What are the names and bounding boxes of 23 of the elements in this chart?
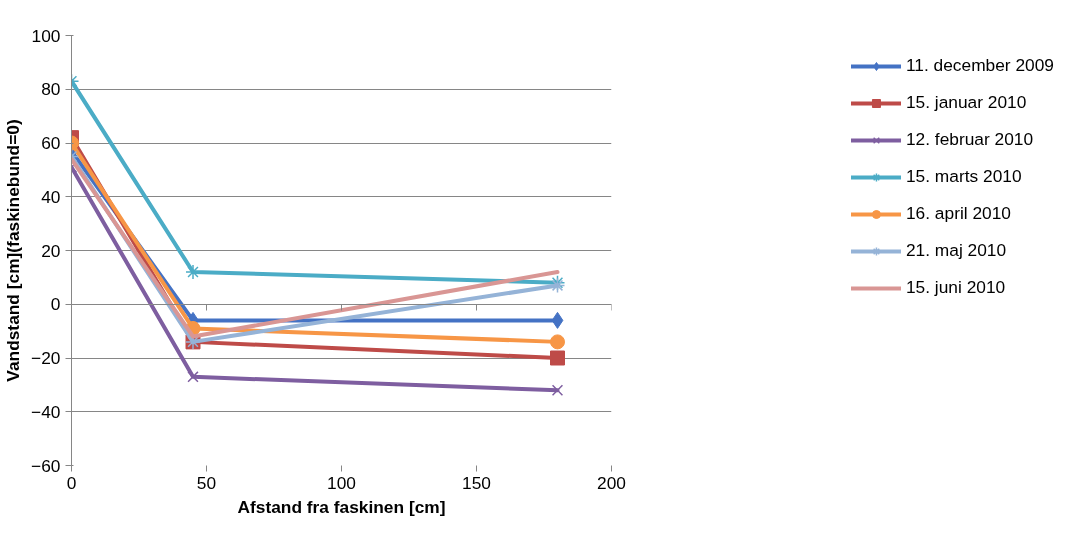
- y-tick-label: 60: [41, 133, 61, 153]
- y-tick-label: −60: [31, 455, 61, 476]
- x-tick-label: 200: [597, 472, 626, 493]
- y-tick-label: 40: [41, 186, 61, 207]
- y-tick-label: 20: [41, 240, 61, 261]
- legend-label: 15. marts 2010: [905, 166, 1022, 187]
- legend-label: 21. maj 2010: [905, 240, 1007, 261]
- legend-label: 16. april 2010: [905, 203, 1011, 224]
- legend-label: 15. juni 2010: [905, 277, 1006, 298]
- y-tick-label: −20: [31, 348, 61, 368]
- x-axis-title: Afstand fra faskinen [cm]: [237, 496, 446, 517]
- legend-label: 12. februar 2010: [905, 129, 1034, 150]
- x-tick-label: 150: [462, 472, 491, 493]
- y-tick-label: −40: [31, 401, 61, 422]
- x-tick-label: 0: [66, 472, 77, 493]
- legend-label: 15. januar 2010: [905, 92, 1027, 113]
- x-tick-label: 100: [327, 472, 356, 493]
- y-axis-title: Vandstand [cm](faskinebund=0): [3, 119, 24, 382]
- x-tick-label: 50: [196, 472, 217, 493]
- legend-label: 11. december 2009: [905, 55, 1054, 76]
- y-tick-label: 100: [31, 25, 61, 46]
- y-tick-label: 80: [41, 79, 61, 100]
- y-tick-label: 0: [50, 294, 61, 315]
